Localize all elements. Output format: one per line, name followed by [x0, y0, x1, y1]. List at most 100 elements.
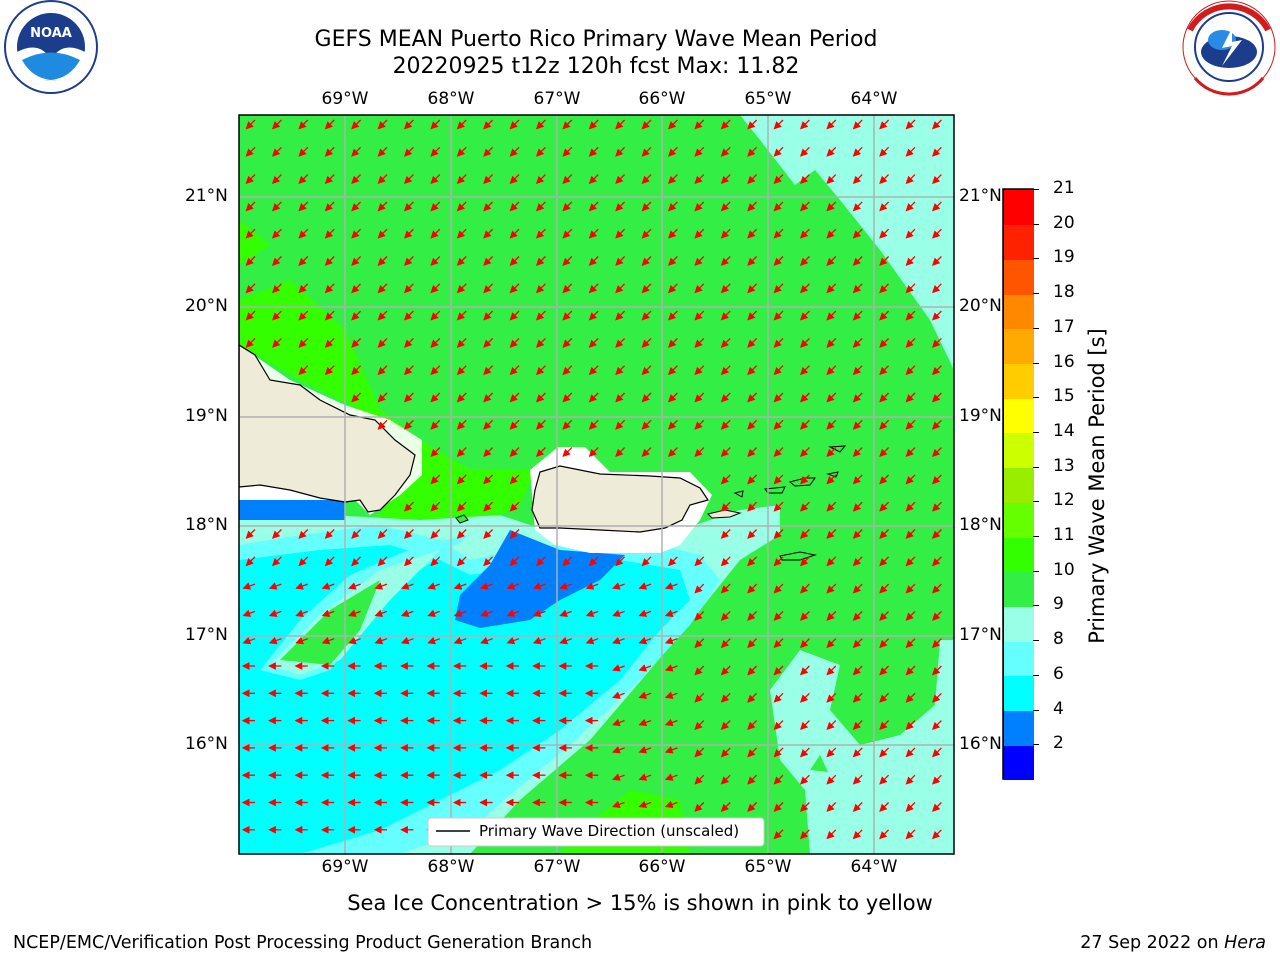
wave-direction-arrow	[852, 283, 863, 294]
wave-direction-arrow	[694, 802, 705, 812]
wave-direction-arrow	[271, 337, 282, 348]
wave-direction-arrow	[403, 419, 414, 430]
wave-direction-arrow	[509, 392, 520, 403]
wave-direction-arrow	[879, 774, 890, 785]
wave-direction-arrow	[400, 636, 414, 645]
wave-direction-arrow	[351, 228, 362, 239]
wave-direction-arrow	[931, 174, 942, 185]
wave-direction-arrow	[773, 774, 784, 785]
wave-direction-arrow	[430, 228, 441, 239]
wave-direction-arrow	[720, 201, 731, 212]
wave-direction-arrow	[638, 691, 652, 699]
wave-direction-arrow	[852, 474, 863, 485]
wave-direction-arrow	[773, 419, 784, 430]
wave-direction-arrow	[374, 582, 388, 590]
wave-direction-arrow	[562, 447, 573, 458]
wave-direction-arrow	[905, 419, 916, 430]
colorbar-segment	[1004, 224, 1034, 260]
wave-direction-arrow	[905, 228, 916, 239]
wave-direction-arrow	[271, 256, 282, 266]
wave-direction-arrow	[747, 392, 758, 403]
wave-direction-arrow	[351, 119, 362, 130]
wave-direction-arrow	[324, 283, 335, 294]
wave-direction-arrow	[826, 638, 837, 649]
wave-direction-arrow	[298, 256, 309, 266]
wave-direction-arrow	[585, 636, 599, 645]
wave-direction-arrow	[931, 146, 942, 157]
wave-direction-arrow	[585, 609, 599, 617]
wave-direction-arrow	[905, 201, 916, 212]
wave-direction-arrow	[271, 283, 282, 294]
wave-direction-arrow	[852, 802, 863, 812]
wave-direction-arrow	[400, 582, 414, 590]
wave-direction-arrow	[931, 365, 942, 376]
wave-direction-arrow	[720, 283, 731, 294]
wave-direction-arrow	[298, 146, 309, 157]
wave-direction-arrow	[826, 665, 837, 676]
wave-direction-arrow	[826, 419, 837, 430]
wave-direction-arrow	[799, 447, 810, 458]
wave-direction-arrow	[245, 337, 256, 348]
wave-direction-arrow	[535, 337, 546, 348]
wave-direction-arrow	[694, 419, 705, 430]
wave-direction-arrow	[559, 582, 573, 590]
wave-direction-arrow	[588, 119, 599, 130]
wave-direction-arrow	[799, 747, 810, 758]
wave-direction-arrow	[773, 474, 784, 485]
wave-direction-arrow	[720, 392, 731, 403]
lon-label-top-66w: 66°W	[638, 89, 686, 109]
wave-direction-arrow	[879, 228, 890, 239]
lat-label-right-16n: 16°N	[959, 734, 1002, 754]
wave-direction-arrow	[298, 174, 309, 185]
wave-direction-arrow	[271, 119, 282, 130]
wave-direction-arrow	[483, 392, 494, 403]
wave-direction-arrow	[535, 174, 546, 185]
lat-label-right-18n: 18°N	[959, 515, 1002, 535]
wave-direction-arrow	[506, 582, 520, 590]
wave-direction-arrow	[720, 419, 731, 430]
colorbar-tick-label: 21	[1053, 178, 1075, 198]
wave-direction-arrow	[483, 310, 494, 321]
wave-direction-arrow	[588, 310, 599, 321]
wave-direction-arrow	[430, 474, 441, 485]
wave-direction-arrow	[799, 392, 810, 403]
wave-direction-arrow	[245, 119, 256, 130]
wave-direction-arrow	[298, 283, 309, 294]
wave-direction-arrow	[483, 283, 494, 294]
wave-direction-arrow	[430, 146, 441, 157]
wave-direction-arrow	[773, 720, 784, 731]
wave-direction-arrow	[852, 228, 863, 239]
colorbar-tick-label: 16	[1053, 351, 1075, 372]
wave-direction-arrow	[324, 556, 335, 567]
wave-direction-arrow	[588, 365, 599, 376]
lat-label-left-20n: 20°N	[185, 296, 228, 316]
wave-direction-arrow	[852, 638, 863, 649]
wave-direction-arrow	[532, 636, 546, 645]
wave-direction-arrow	[667, 283, 678, 294]
colorbar-segment	[1004, 745, 1034, 781]
wave-direction-arrow	[905, 474, 916, 485]
wave-direction-arrow	[720, 747, 731, 758]
wave-direction-arrow	[826, 747, 837, 758]
wave-direction-arrow	[430, 365, 441, 376]
wave-direction-arrow	[351, 529, 362, 539]
wave-direction-arrow	[559, 636, 573, 645]
wave-direction-arrow	[747, 365, 758, 376]
wave-direction-arrow	[667, 146, 678, 157]
wave-direction-arrow	[641, 283, 652, 294]
wave-direction-arrow	[747, 419, 758, 430]
wave-direction-arrow	[453, 636, 467, 645]
wave-direction-arrow	[879, 829, 890, 840]
wave-direction-arrow	[612, 800, 625, 809]
wave-direction-arrow	[615, 447, 626, 458]
wave-direction-arrow	[535, 447, 546, 458]
wave-direction-arrow	[377, 337, 388, 348]
lon-label-bottom-69w: 69°W	[321, 857, 369, 877]
wave-direction-arrow	[747, 583, 758, 594]
wave-direction-arrow	[826, 283, 837, 294]
wave-direction-arrow	[612, 664, 625, 672]
wave-direction-arrow	[879, 447, 890, 458]
wave-direction-arrow	[348, 636, 361, 645]
wave-direction-arrow	[826, 174, 837, 185]
wave-direction-arrow	[403, 556, 414, 567]
